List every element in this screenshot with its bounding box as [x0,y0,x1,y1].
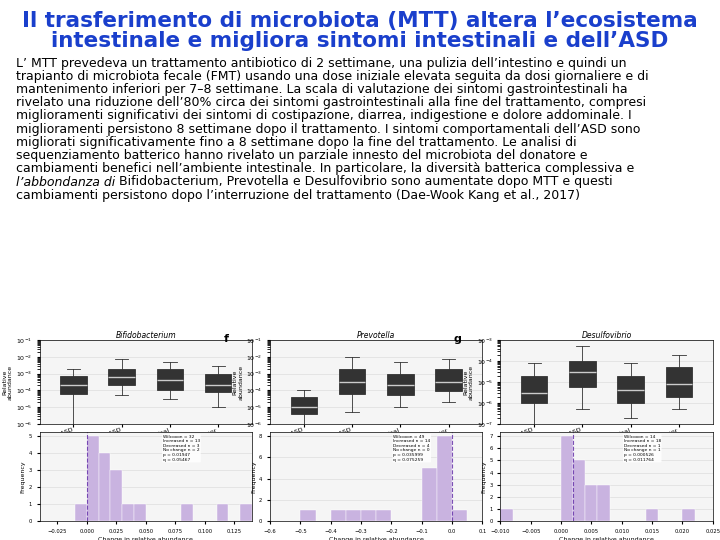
Text: cambiamenti persistono dopo l’interruzione del trattamento (Dae-Wook Kang et al.: cambiamenti persistono dopo l’interruzio… [16,188,580,202]
Bar [437,436,452,521]
Y-axis label: Frequency: Frequency [482,460,487,493]
Text: intestinale e migliora sintomi intestinali e dell’ASD: intestinale e migliora sintomi intestina… [51,31,669,51]
Bar [376,510,392,521]
Bar [500,509,513,521]
Bar [346,510,361,521]
Text: migliorati significativamente fino a 8 settimane dopo la fine del trattamento. L: migliorati significativamente fino a 8 s… [16,136,577,149]
Text: rivelato una riduzione dell’80% circa dei sintomi gastrointestinali alla fine de: rivelato una riduzione dell’80% circa de… [16,96,646,109]
Bar [110,470,122,521]
PathPatch shape [205,374,232,392]
Y-axis label: Relative
abundance: Relative abundance [233,364,243,400]
Text: miglioramenti persistono 8 settimane dopo il trattamento. I sintomi comportament: miglioramenti persistono 8 settimane dop… [16,123,640,136]
Bar [683,509,695,521]
Y-axis label: Relative
abundance: Relative abundance [2,364,13,400]
PathPatch shape [618,376,644,403]
Bar [300,510,315,521]
Text: sequenziamento batterico hanno rivelato un parziale innesto del microbiota del d: sequenziamento batterico hanno rivelato … [16,149,588,162]
Text: g: g [454,334,462,343]
PathPatch shape [436,369,462,391]
Bar [646,509,658,521]
Bar [361,510,376,521]
Bar [598,485,610,521]
PathPatch shape [387,374,413,395]
Bar [99,453,110,521]
Text: f: f [223,334,228,343]
Title: Bifidobacterium: Bifidobacterium [115,331,176,340]
PathPatch shape [521,376,547,403]
Bar [217,504,228,521]
Y-axis label: Frequency: Frequency [251,460,256,493]
Text: sono aumentate dopo MTT e questi: sono aumentate dopo MTT e questi [387,176,613,188]
Bar [240,504,252,521]
Text: miglioramenti significativi dei sintomi di costipazione, diarrea, indigestione e: miglioramenti significativi dei sintomi … [16,110,631,123]
X-axis label: Change in relative abundance: Change in relative abundance [329,537,423,540]
Text: trapianto di microbiota fecale (FMT) usando una dose iniziale elevata seguita da: trapianto di microbiota fecale (FMT) usa… [16,70,649,83]
Bar [585,485,598,521]
X-axis label: Change in relative abundance: Change in relative abundance [99,537,193,540]
Text: mantenimento inferiori per 7–8 settimane. La scala di valutazione dei sintomi ga: mantenimento inferiori per 7–8 settimane… [16,83,627,96]
PathPatch shape [570,361,595,387]
Title: Desulfovibrio: Desulfovibrio [582,331,631,340]
Bar [87,436,99,521]
Text: Wilcoxon = 49
Increased n = 14
Decreased n = 4
No change n = 0
p = 0.035999
q = : Wilcoxon = 49 Increased n = 14 Decreased… [393,435,431,462]
PathPatch shape [157,369,183,390]
PathPatch shape [290,397,317,414]
Bar [573,461,585,521]
Bar [452,510,467,521]
PathPatch shape [109,369,135,386]
Y-axis label: Frequency: Frequency [21,460,26,493]
Text: Wilcoxon = 32
Increased n = 13
Decreased n = 3
No change n = 2
p = 0.01947
q = 0: Wilcoxon = 32 Increased n = 13 Decreased… [163,435,200,462]
Text: Bifidobacterium, Prevotella e Desulfovibrio: Bifidobacterium, Prevotella e Desulfovib… [119,176,387,188]
Text: l’abbondanza di: l’abbondanza di [16,176,119,188]
Bar [75,504,87,521]
PathPatch shape [339,369,365,394]
Title: Prevotella: Prevotella [357,331,395,340]
X-axis label: Change in relative abundance: Change in relative abundance [559,537,654,540]
Text: Il trasferimento di microbiota (MTT) altera l’ecosistema: Il trasferimento di microbiota (MTT) alt… [22,11,698,31]
Bar [122,504,134,521]
Text: L’ MTT prevedeva un trattamento antibiotico di 2 settimane, una pulizia dell’int: L’ MTT prevedeva un trattamento antibiot… [16,57,626,70]
Bar [134,504,145,521]
Bar [181,504,193,521]
Bar [561,436,573,521]
Text: Wilcoxon = 14
Increased n = 18
Decreased n = 1
No change n = 1
p = 0.000526
q = : Wilcoxon = 14 Increased n = 18 Decreased… [624,435,661,462]
Bar [330,510,346,521]
Bar [422,468,437,521]
PathPatch shape [60,376,86,394]
Y-axis label: Relative
abundance: Relative abundance [463,364,474,400]
Text: cambiamenti benefici nell’ambiente intestinale. In particolare, la diversità bat: cambiamenti benefici nell’ambiente intes… [16,163,634,176]
PathPatch shape [666,367,693,397]
